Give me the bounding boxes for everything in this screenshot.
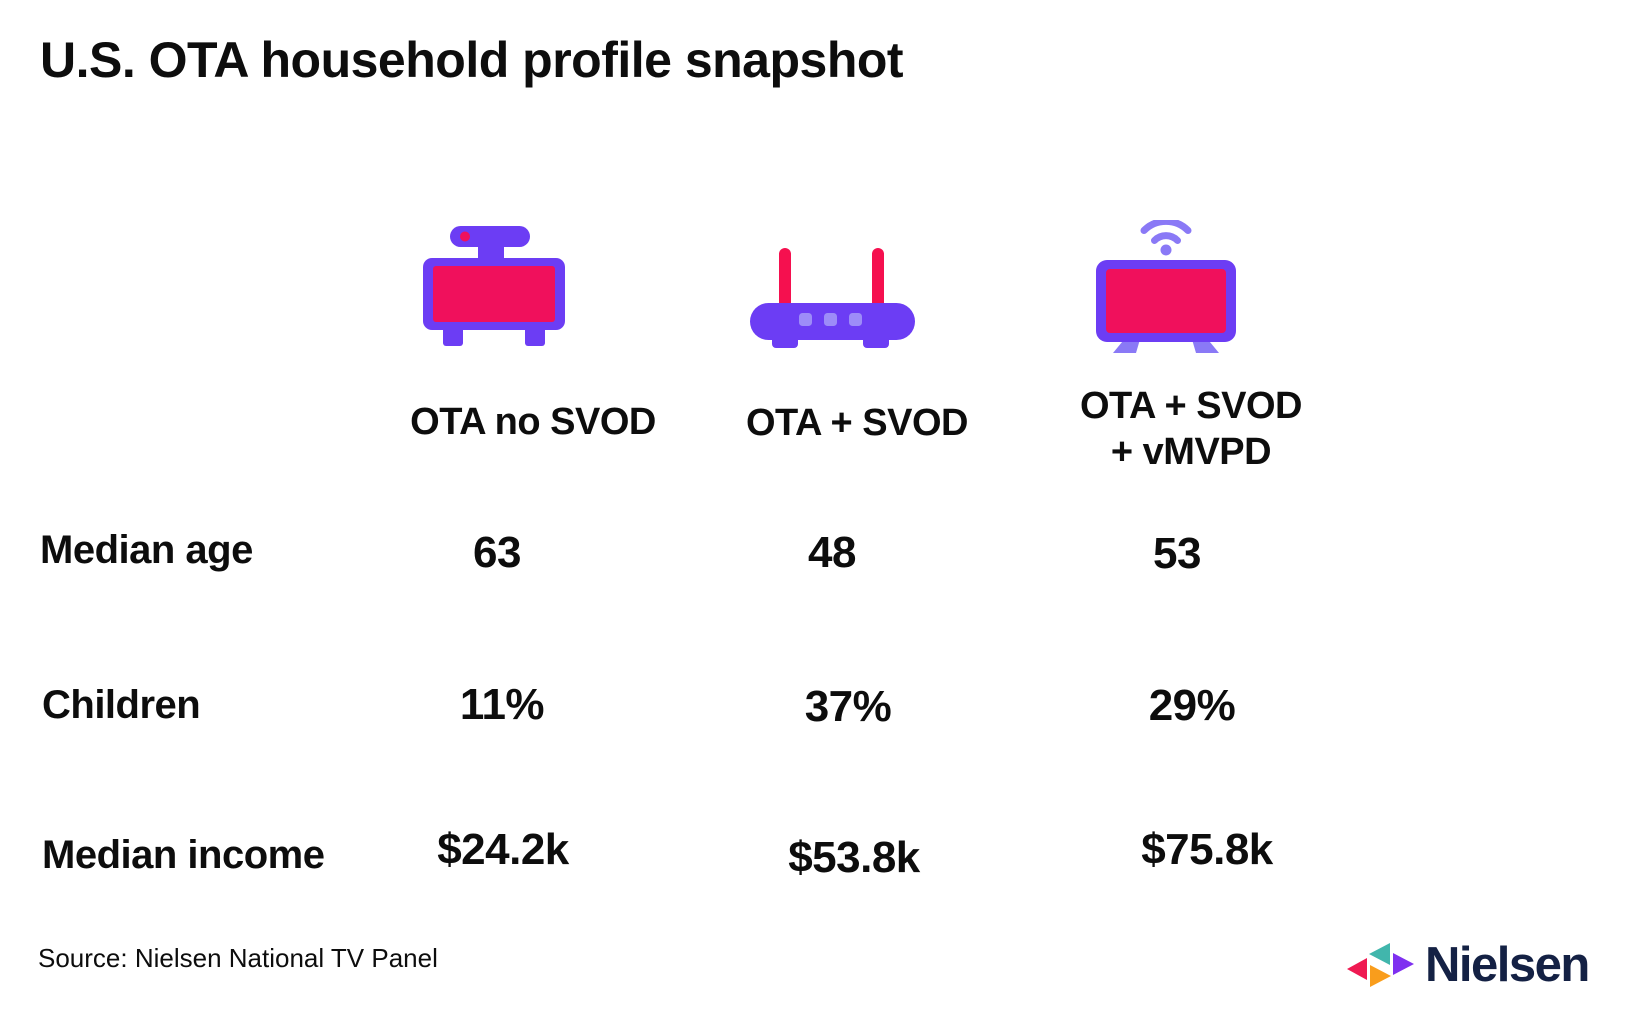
value-children-ota-svod-vmvpd: 29% [1148,681,1236,730]
logo-triangle-red [1347,958,1367,980]
nielsen-wordmark: Nielsen [1425,938,1590,992]
smart-tv-wifi-icon-svg [1096,217,1236,353]
row-label-median-age: Median age [40,528,253,572]
logo-triangle-purple [1393,953,1414,975]
router-icon [750,248,916,348]
smart-tv-wifi-icon [1096,217,1238,354]
value-median-age-ota-svod-vmvpd: 53 [1153,529,1201,578]
column-label-ota-no-svod: OTA no SVOD [410,401,656,443]
router-icon-svg [750,248,915,348]
column-label-ota-svod-vmvpd-line1: OTA + SVOD [1080,385,1302,427]
antenna-tv-icon-svg [423,226,565,346]
value-children-ota-no-svod: 11% [459,680,545,729]
row-label-median-income: Median income [42,833,325,877]
column-label-ota-svod: OTA + SVOD [746,402,968,444]
value-median-income-ota-svod-vmvpd: $75.8k [1141,825,1273,874]
logo-triangle-orange [1370,965,1391,987]
value-median-age-ota-no-svod: 63 [473,528,521,577]
source-note: Source: Nielsen National TV Panel [38,943,438,973]
column-label-ota-svod-vmvpd: OTA + SVOD + vMVPD [1021,383,1361,475]
nielsen-logo: Nielsen [1346,938,1590,992]
value-median-income-ota-no-svod: $24.2k [437,825,569,874]
row-label-children: Children [42,683,201,727]
value-median-income-ota-svod: $53.8k [788,833,920,882]
value-children-ota-svod: 37% [804,682,892,731]
nielsen-logo-mark-icon [1347,943,1414,987]
page-title: U.S. OTA household profile snapshot [40,32,904,88]
antenna-tv-icon [421,226,567,346]
column-label-ota-svod-vmvpd-line2: + vMVPD [1110,431,1272,473]
logo-triangle-teal [1369,943,1390,965]
value-median-age-ota-svod: 48 [808,528,856,577]
